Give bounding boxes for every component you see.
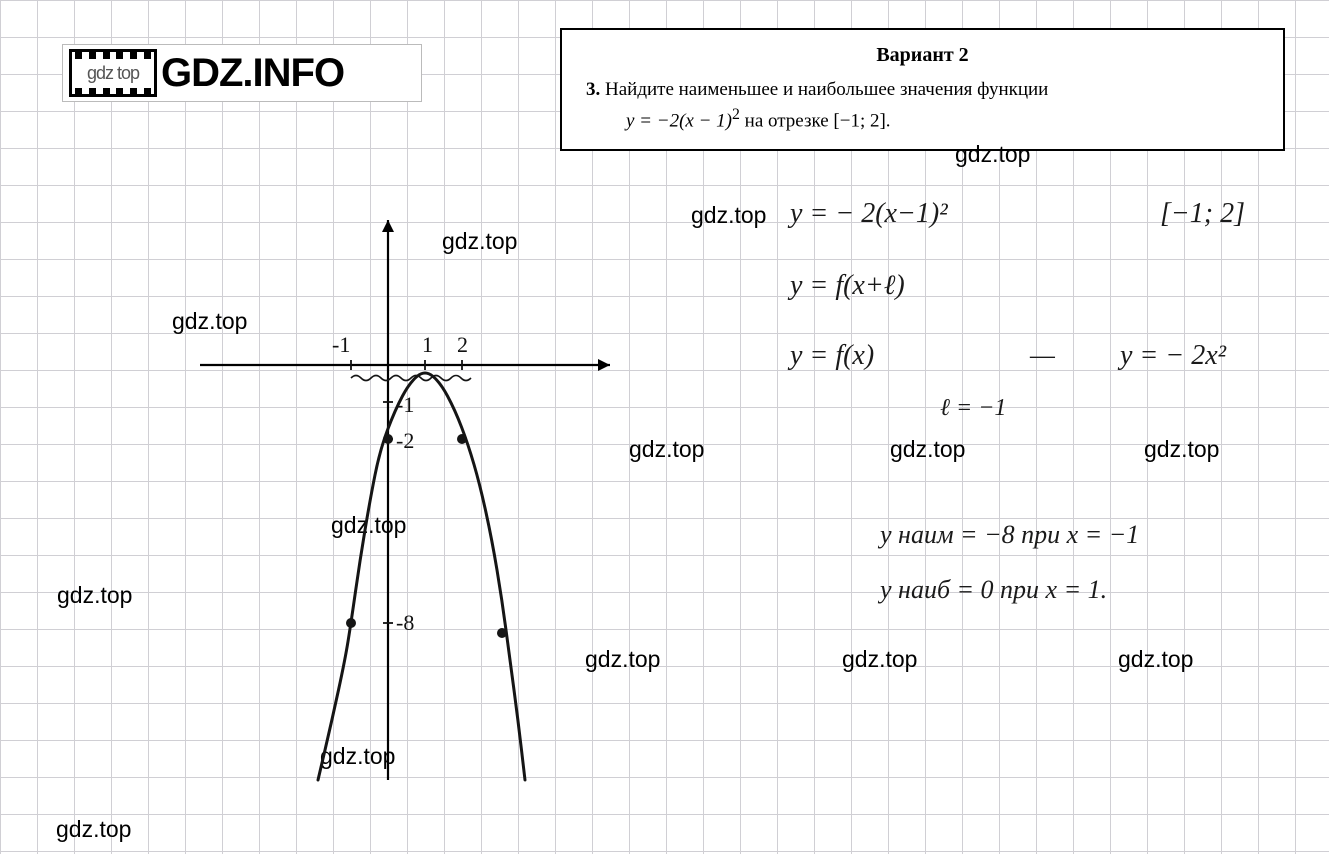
watermark: gdz.top — [1144, 436, 1219, 463]
hw-interval: [−1; 2] — [1160, 198, 1245, 230]
svg-text:2: 2 — [457, 332, 468, 357]
watermark: gdz.top — [691, 202, 766, 229]
watermark: gdz.top — [842, 646, 917, 673]
hw-eq3b: y = − 2x² — [1120, 340, 1226, 372]
watermark: gdz.top — [629, 436, 704, 463]
hw-ans1: y наим = −8 при x = −1 — [880, 520, 1139, 550]
problem-title: Вариант 2 — [586, 44, 1259, 67]
problem-formula-sup: 2 — [732, 106, 740, 123]
problem-line1: Найдите наименьшее и наибольшее значения… — [605, 79, 1048, 100]
watermark: gdz.top — [56, 816, 131, 843]
problem-box: Вариант 2 3. Найдите наименьшее и наибол… — [560, 28, 1285, 151]
film-text: gdz top — [87, 63, 139, 84]
problem-formula-prefix: y = −2(x − 1) — [626, 110, 732, 131]
watermark: gdz.top — [890, 436, 965, 463]
watermark: gdz.top — [1118, 646, 1193, 673]
graph-svg: -112-1-2-8 — [200, 220, 620, 800]
hw-eq3a: y = f(x) — [790, 340, 874, 372]
watermark: gdz.top — [57, 582, 132, 609]
film-icon: gdz top — [69, 49, 157, 97]
svg-text:-1: -1 — [332, 332, 350, 357]
logo-main-text: GDZ.INFO — [161, 51, 344, 96]
problem-number: 3. — [586, 79, 600, 100]
hw-eq1: y = − 2(x−1)² — [790, 198, 948, 230]
problem-text: 3. Найдите наименьшее и наибольшее значе… — [586, 77, 1259, 135]
svg-text:-8: -8 — [396, 610, 414, 635]
hw-eq3-dash: — — [1030, 340, 1055, 372]
hw-eq2: y = f(x+ℓ) — [790, 270, 905, 302]
problem-formula-suffix: на отрезке [−1; 2]. — [740, 110, 891, 131]
svg-text:-2: -2 — [396, 428, 414, 453]
logo-container: gdz top GDZ.INFO — [62, 44, 422, 102]
hw-ans2: y наиб = 0 при x = 1. — [880, 575, 1107, 605]
hw-eq4: ℓ = −1 — [940, 395, 1006, 422]
svg-text:1: 1 — [422, 332, 433, 357]
watermark: gdz.top — [955, 141, 1030, 168]
